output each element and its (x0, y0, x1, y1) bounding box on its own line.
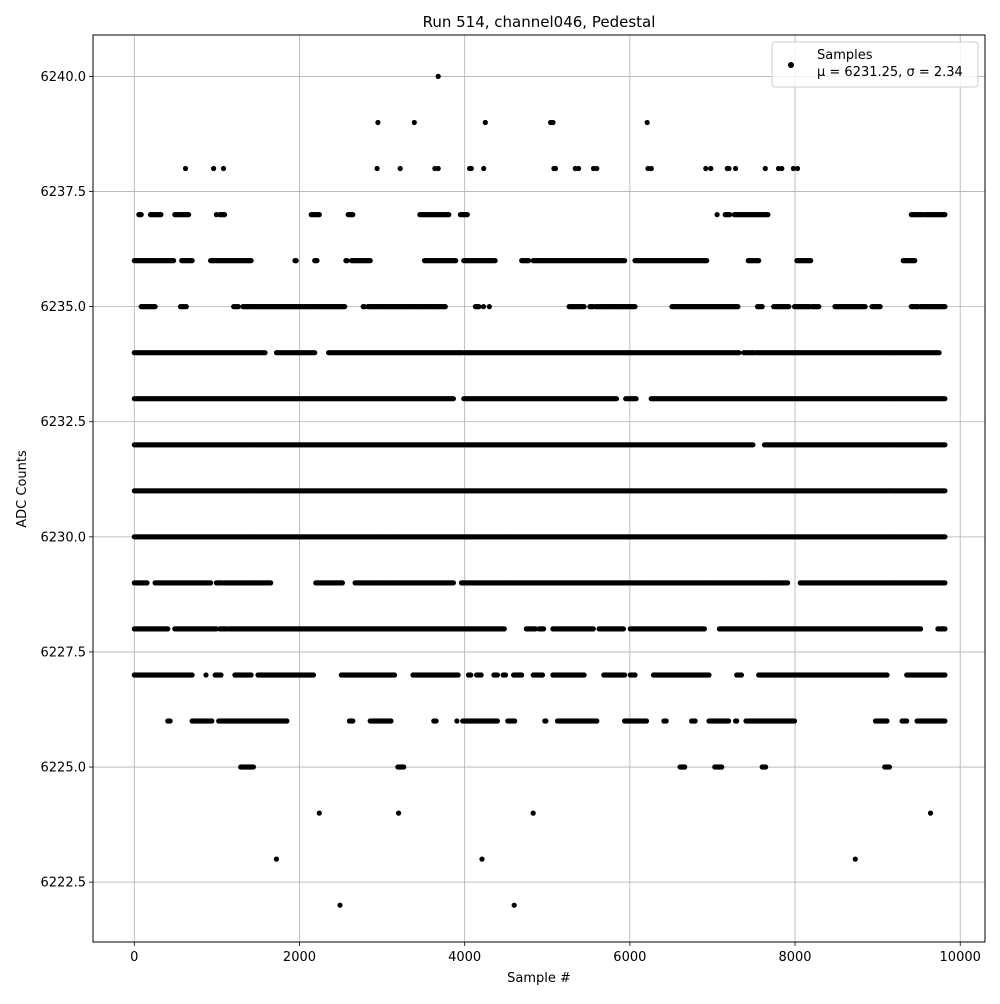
data-point (311, 672, 316, 677)
data-point (785, 580, 790, 585)
data-point (887, 764, 892, 769)
data-point (942, 672, 947, 677)
data-point (251, 764, 256, 769)
data-point (468, 672, 473, 677)
data-point (519, 672, 524, 677)
data-point (340, 580, 345, 585)
data-point (763, 764, 768, 769)
data-point (268, 580, 273, 585)
data-point (792, 718, 797, 723)
data-point (249, 672, 254, 677)
data-point (401, 764, 406, 769)
data-point (454, 718, 459, 723)
data-point (942, 488, 947, 493)
data-point (682, 764, 687, 769)
data-point (706, 672, 711, 677)
data-point (644, 718, 649, 723)
data-point (456, 672, 461, 677)
data-point (512, 718, 517, 723)
data-point (942, 626, 947, 631)
data-point (942, 534, 947, 539)
data-point (502, 626, 507, 631)
data-point (621, 626, 626, 631)
data-point (495, 672, 500, 677)
data-point (218, 672, 223, 677)
data-point (594, 718, 599, 723)
data-point (884, 672, 889, 677)
data-point (942, 718, 947, 723)
data-point (479, 672, 484, 677)
data-point (942, 580, 947, 585)
data-point (503, 672, 508, 677)
data-point (632, 672, 637, 677)
data-point (918, 626, 923, 631)
data-point (208, 580, 213, 585)
data-point (904, 718, 909, 723)
data-point (540, 672, 545, 677)
data-point (495, 718, 500, 723)
data-point (543, 718, 548, 723)
data-point (693, 718, 698, 723)
data-point (750, 442, 755, 447)
data-point (392, 672, 397, 677)
data-point (702, 626, 707, 631)
data-point (144, 580, 149, 585)
data-point (203, 672, 208, 677)
data-point (434, 718, 439, 723)
data-point (451, 396, 456, 401)
data-point (622, 672, 627, 677)
data-point (451, 580, 456, 585)
data-point (388, 718, 393, 723)
data-point (719, 764, 724, 769)
data-point (350, 718, 355, 723)
data-point (591, 626, 596, 631)
data-point (664, 718, 669, 723)
data-point (739, 672, 744, 677)
data-point (284, 718, 289, 723)
data-point (209, 718, 214, 723)
data-point (165, 626, 170, 631)
data-point (614, 396, 619, 401)
data-point (726, 718, 731, 723)
data-point (168, 718, 173, 723)
data-point (942, 396, 947, 401)
data-point (734, 718, 739, 723)
data-point (541, 626, 546, 631)
data-point (582, 672, 587, 677)
data-point (942, 442, 947, 447)
data-point (190, 672, 195, 677)
data-point (634, 396, 639, 401)
data-point (884, 718, 889, 723)
